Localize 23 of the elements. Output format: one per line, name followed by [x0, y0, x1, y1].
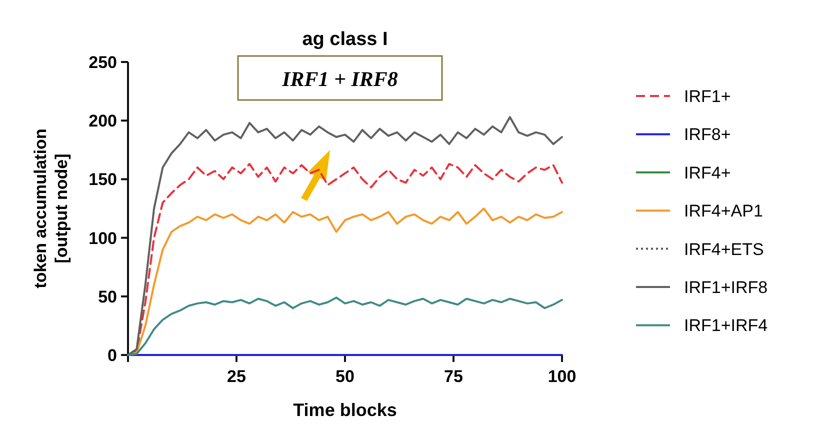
- y-axis-title: token accumulation [output node]: [31, 128, 71, 288]
- legend-label: IRF1+IRF8: [684, 278, 768, 297]
- y-tick-label: 250: [88, 53, 117, 72]
- y-tick-label: 150: [88, 170, 117, 190]
- legend-label: IRF1+: [684, 87, 731, 106]
- chart-title: ag class I: [302, 29, 388, 50]
- x-tick-label: 25: [227, 367, 246, 386]
- legend-label: IRF4+AP1: [684, 202, 763, 221]
- y-tick-label: 100: [88, 228, 117, 248]
- x-tick-label: 50: [336, 367, 354, 386]
- x-tick-label: 100: [548, 367, 576, 386]
- legend-label: IRF4+ETS: [684, 240, 764, 259]
- legend-label: IRF8+: [684, 125, 731, 144]
- y-tick-label: 50: [98, 287, 117, 306]
- y-tick-label: 0: [108, 346, 117, 365]
- y-tick-label: 200: [88, 112, 117, 131]
- x-tick-label: 75: [444, 367, 463, 386]
- line-series: [127, 296, 563, 356]
- annotation: IRF1 + IRF8: [281, 67, 398, 91]
- x-axis-title: Time blocks: [293, 400, 397, 420]
- legend-label: IRF1+IRF4: [684, 316, 768, 336]
- legend-label: IRF4+: [684, 163, 731, 182]
- line-series: [127, 116, 563, 356]
